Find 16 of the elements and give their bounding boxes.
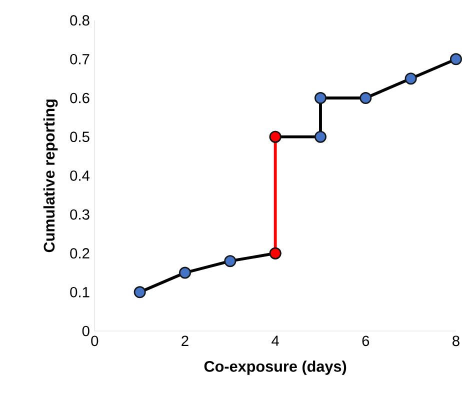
y-axis-title: Cumulative reporting — [43, 100, 58, 252]
y-tick-label: 0.6 — [70, 92, 90, 104]
x-tick-label: 4 — [272, 336, 279, 346]
y-tick-label: 0.2 — [70, 248, 90, 259]
y-tick-label: 0.7 — [70, 54, 90, 64]
x-axis-title: Co-exposure (days) — [204, 360, 346, 375]
y-tick-label: 0.8 — [70, 15, 90, 26]
x-tick-label: 2 — [182, 336, 188, 346]
x-tick-label: 0 — [91, 336, 98, 346]
y-tick-label: 0.3 — [70, 209, 90, 220]
y-tick-label: 0.4 — [70, 170, 90, 181]
y-tick-label: 0 — [82, 326, 90, 336]
x-tick-label: 6 — [362, 336, 370, 346]
y-tick-label: 0.1 — [70, 286, 90, 298]
x-tick-label: 8 — [452, 336, 460, 346]
y-tick-label: 0.5 — [70, 132, 90, 142]
